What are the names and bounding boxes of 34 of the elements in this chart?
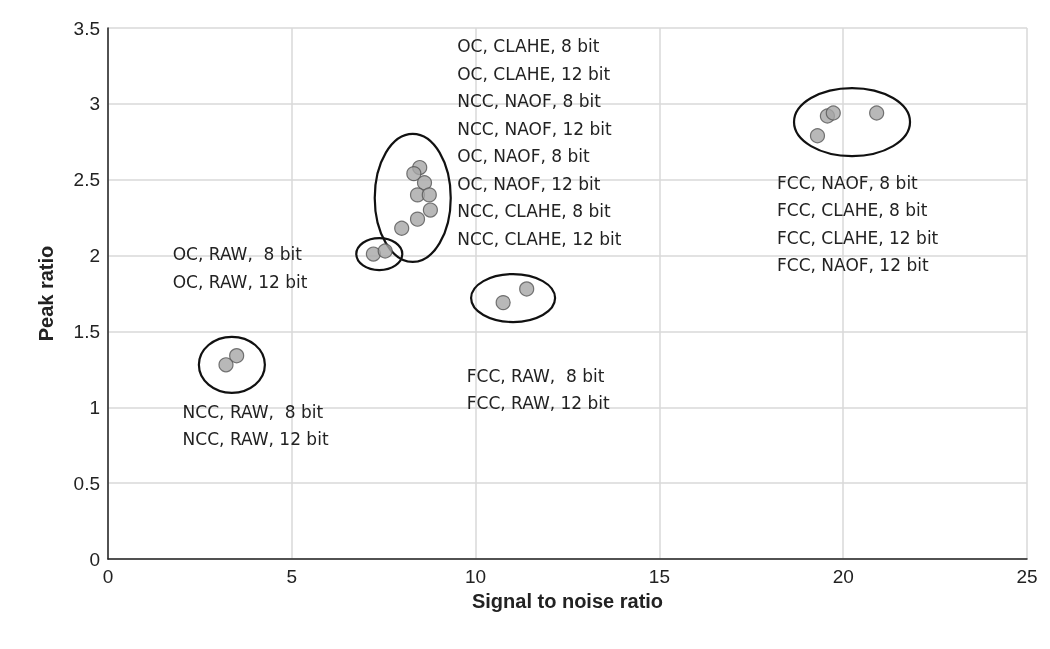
x-tick-label: 10 xyxy=(465,566,487,587)
annotation: NCC, RAW, 8 bit NCC, RAW, 12 bit xyxy=(182,401,329,450)
point xyxy=(218,357,234,373)
y-tick-label: 3.5 xyxy=(73,17,100,39)
annotation: OC, CLAHE, 8 bit OC, CLAHE, 12 bit NCC, NAOF, 8 bit NCC, NAOF, 12 bit OC, NAOF, 8 bit OC, NAOF, 12 bit NCC, CLAHE, 8 bit NCC, CLAHE, 12 bit xyxy=(457,36,622,249)
annotation: FCC, NAOF, 8 bit FCC, CLAHE, 8 bit FCC, CLAHE, 12 bit FCC, NAOF, 12 bit xyxy=(777,172,939,276)
point xyxy=(406,166,422,182)
point xyxy=(869,105,885,121)
point xyxy=(519,281,535,297)
y-tick-label: 1 xyxy=(89,396,100,418)
x-tick-label: 25 xyxy=(1016,566,1038,587)
y-tick-label: 0 xyxy=(89,548,100,570)
point xyxy=(421,187,437,203)
x-tick-label: 20 xyxy=(832,566,854,587)
y-axis-title: Peak ratio xyxy=(35,245,57,342)
point xyxy=(409,211,426,227)
y-tick-label: 2 xyxy=(89,245,100,267)
annotation: FCC, RAW, 8 bit FCC, RAW, 12 bit xyxy=(466,365,611,414)
point xyxy=(394,220,410,236)
point xyxy=(229,348,245,364)
y-tick-label: 0.5 xyxy=(73,472,100,494)
x-tick-label: 0 xyxy=(102,566,114,587)
point xyxy=(809,128,826,144)
point xyxy=(495,295,511,311)
annotation: OC, RAW, 8 bit OC, RAW, 12 bit xyxy=(172,244,308,292)
x-axis-title: Signal to noise ratio xyxy=(471,590,664,612)
x-tick-label: 5 xyxy=(286,566,298,587)
point xyxy=(422,202,438,218)
y-tick-label: 3 xyxy=(89,93,100,115)
y-tick-label: 2.5 xyxy=(73,169,100,191)
point xyxy=(825,105,841,121)
y-tick-label: 1.5 xyxy=(73,320,100,342)
x-tick-label: 15 xyxy=(648,566,670,587)
point xyxy=(416,175,433,191)
